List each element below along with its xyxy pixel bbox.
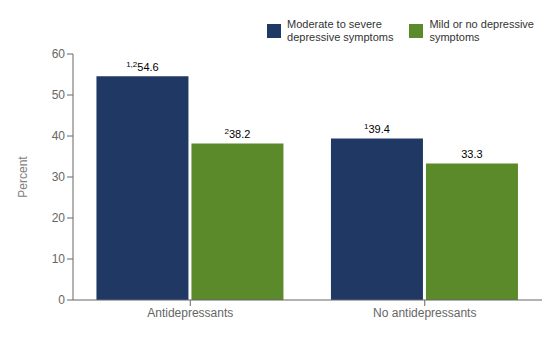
svg-text:60: 60: [52, 47, 66, 61]
svg-text:40: 40: [52, 129, 66, 143]
svg-text:139.4: 139.4: [364, 122, 390, 135]
svg-text:20: 20: [52, 211, 66, 225]
svg-text:33.3: 33.3: [461, 148, 482, 160]
svg-text:Antidepressants: Antidepressants: [147, 306, 233, 320]
html-text:Mild or no depressive: Mild or no depressive: [429, 18, 534, 30]
html-text:Moderate to severe: Moderate to severe: [287, 18, 382, 30]
html-text:symptoms: symptoms: [429, 31, 480, 43]
svg-text:50: 50: [52, 88, 66, 102]
svg-text:Percent: Percent: [16, 156, 30, 198]
svg-text:No antidepressants: No antidepressants: [373, 306, 476, 320]
svg-text:30: 30: [52, 170, 66, 184]
svg-text:0: 0: [58, 293, 65, 307]
svg-text:238.2: 238.2: [225, 127, 251, 140]
html-text:depressive symptoms: depressive symptoms: [287, 31, 394, 43]
svg-text:10: 10: [52, 252, 66, 266]
svg-text:1,254.6: 1,254.6: [126, 60, 159, 73]
